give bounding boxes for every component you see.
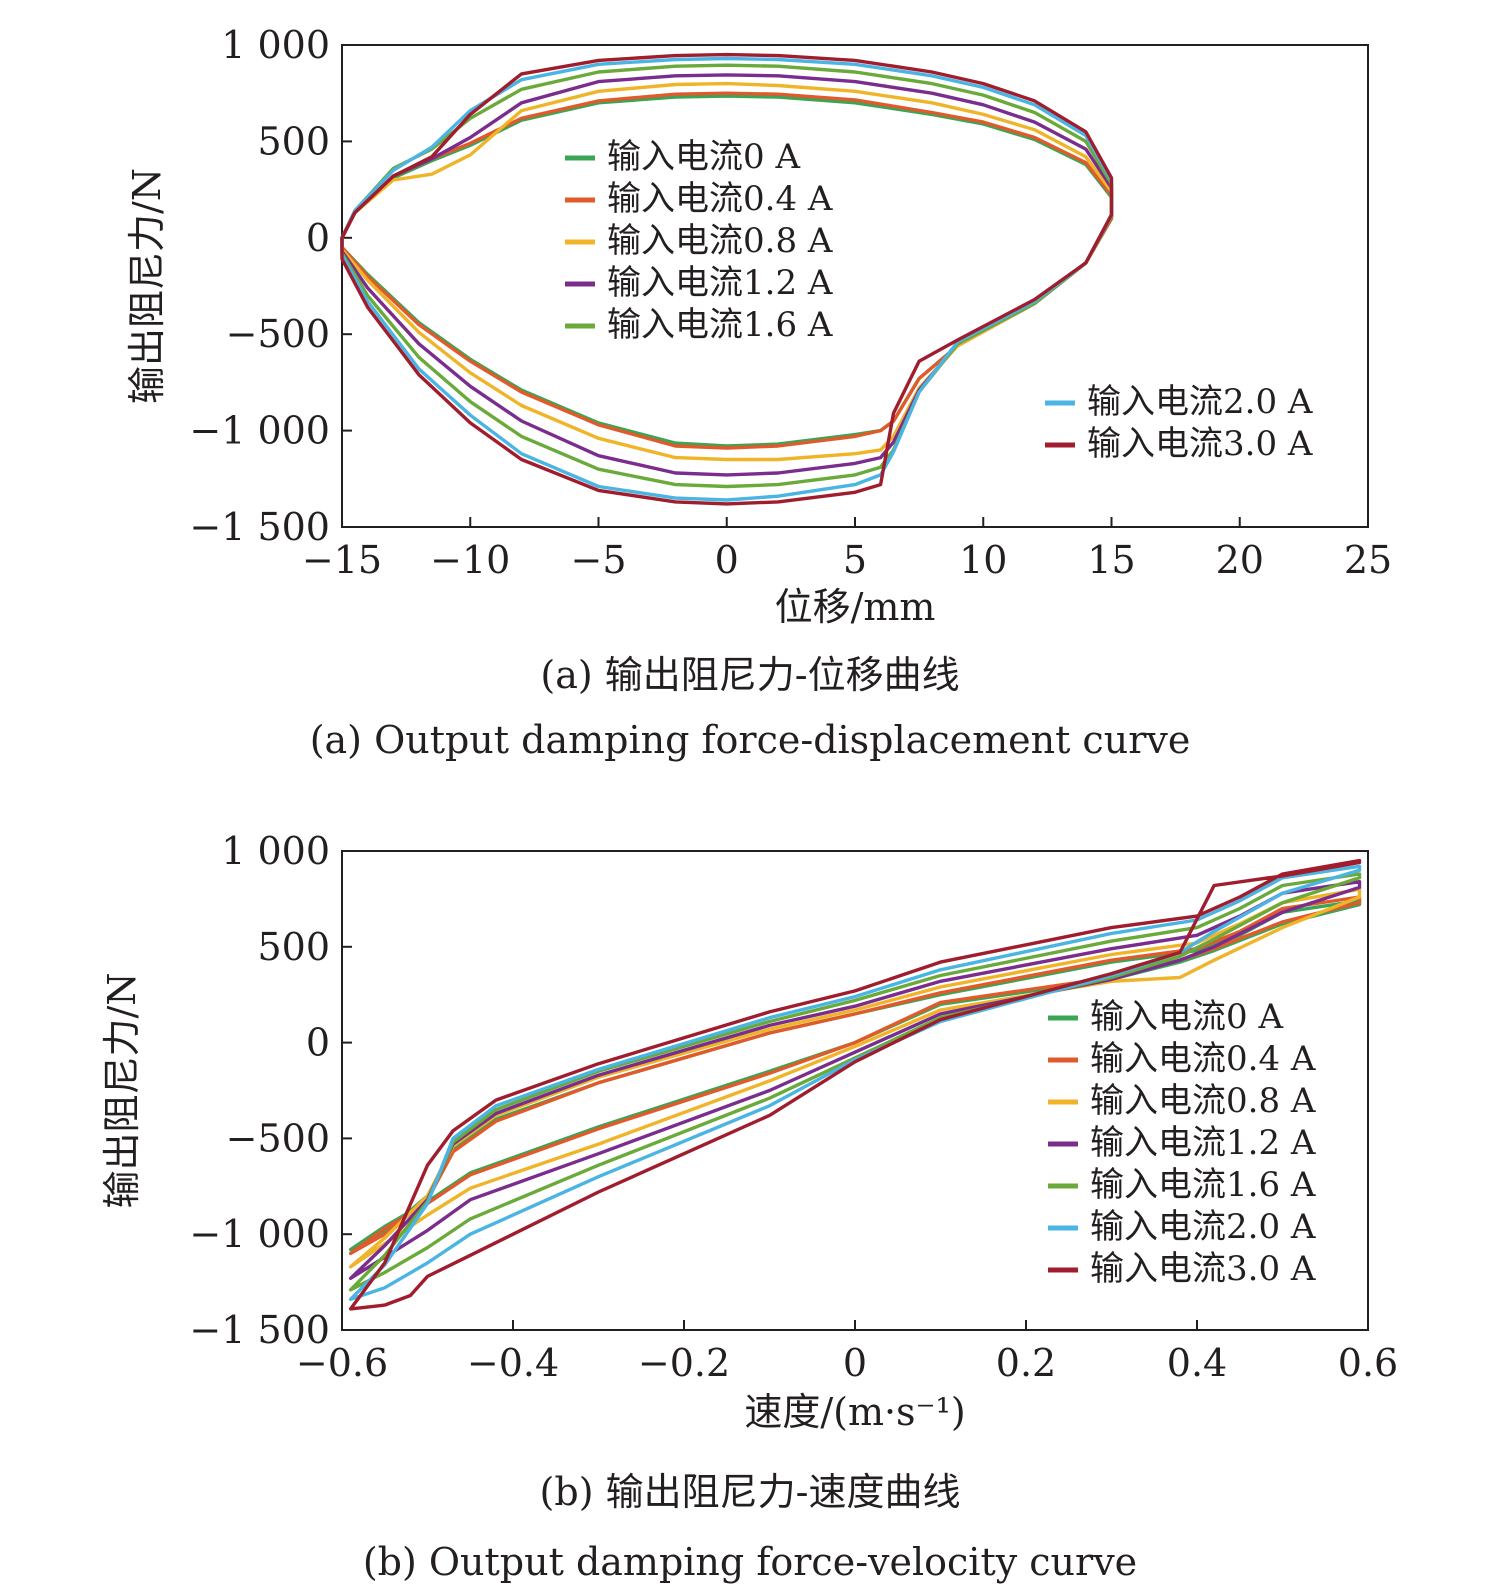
y-tick-label: 500: [257, 925, 330, 969]
y-tick-label: −500: [226, 312, 330, 356]
chart-panel-b: −0.6 −0.4 −0.2 0 0.2 0.4 0.6 1 000 500 0 −500 −1 00…: [100, 829, 1398, 1584]
y-tick-label: 0: [306, 1021, 330, 1065]
x-tick-label: −10: [430, 538, 510, 582]
x-tick-label: 20: [1216, 538, 1264, 582]
y-tick-label: −1 000: [189, 409, 330, 453]
series-line: [348, 872, 1362, 1292]
x-tick-label: 25: [1344, 538, 1392, 582]
legend-label: 输入电流2.0 A: [1090, 1207, 1316, 1247]
x-tick-label: −0.6: [296, 1341, 388, 1385]
legend-label: 输入电流3.0 A: [1090, 1249, 1316, 1289]
legend-label: 输入电流0.4 A: [607, 179, 833, 219]
x-tick-label: 0: [843, 1341, 867, 1385]
legend-label: 输入电流3.0 A: [1087, 424, 1313, 464]
chart-panel-a: −15 −10 −5 0 5 10 15 20 25 1 000 500 0 −500 −1 000 −1 …: [125, 23, 1392, 762]
y-tick-label: −1 000: [189, 1212, 330, 1256]
series-group: [340, 52, 1114, 506]
legend-label: 输入电流1.2 A: [1090, 1123, 1316, 1163]
x-axis-title: 位移/mm: [775, 585, 936, 629]
y-tick-label: 1 000: [221, 829, 330, 873]
x-tick-label: 0.2: [996, 1341, 1056, 1385]
x-tick-label: 10: [959, 538, 1007, 582]
y-tick-label: 1 000: [221, 23, 330, 67]
legend-label: 输入电流1.2 A: [607, 263, 833, 303]
legend-label: 输入电流2.0 A: [1087, 382, 1313, 422]
series-line: [348, 864, 1362, 1301]
legend-label: 输入电流0 A: [1090, 997, 1283, 1037]
y-tick-label: −1 500: [189, 505, 330, 549]
legend-label: 输入电流1.6 A: [607, 305, 833, 345]
series-line: [340, 52, 1114, 506]
y-tick-label: −1 500: [189, 1308, 330, 1352]
x-tick-label: 0.4: [1167, 1341, 1227, 1385]
series-line: [348, 880, 1362, 1280]
series-group: [348, 858, 1362, 1311]
x-axis-title: 速度/(m·s⁻¹): [744, 1390, 965, 1434]
x-tick-label: 15: [1087, 538, 1135, 582]
caption-en: (a) Output damping force-displacement cu…: [310, 718, 1191, 762]
x-tick-label: 5: [843, 538, 867, 582]
y-axis-title: 输出阻尼力/N: [125, 168, 169, 404]
x-tick-label: −5: [570, 538, 626, 582]
caption-cn: (b) 输出阻尼力-速度曲线: [540, 1470, 961, 1514]
x-tick-label: −15: [302, 538, 382, 582]
caption-en: (b) Output damping force-velocity curve: [363, 1540, 1137, 1584]
x-tick-label: 0: [715, 538, 739, 582]
series-line: [348, 858, 1362, 1311]
legend-label: 输入电流0.8 A: [1090, 1081, 1316, 1121]
legend-label: 输入电流0.8 A: [607, 221, 833, 261]
legend-label: 输入电流0 A: [607, 137, 800, 177]
legend-label: 输入电流1.6 A: [1090, 1165, 1316, 1205]
y-tick-label: 0: [306, 216, 330, 260]
caption-cn: (a) 输出阻尼力-位移曲线: [540, 653, 959, 697]
y-axis-title: 输出阻尼力/N: [100, 972, 144, 1208]
series-line: [348, 887, 1362, 1269]
x-tick-label: −0.2: [638, 1341, 730, 1385]
y-tick-label: −500: [226, 1116, 330, 1160]
x-tick-label: −0.4: [467, 1341, 559, 1385]
y-tick-label: 500: [257, 119, 330, 163]
legend-label: 输入电流0.4 A: [1090, 1039, 1316, 1079]
x-tick-label: 0.6: [1338, 1341, 1398, 1385]
